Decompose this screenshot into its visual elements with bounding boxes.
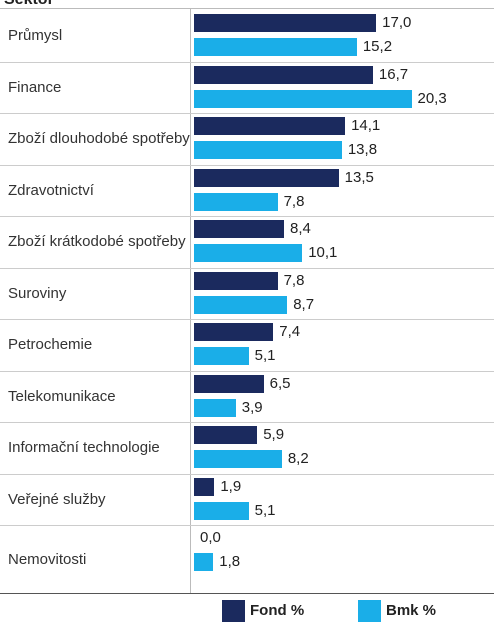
bar xyxy=(194,501,249,520)
value-label: 5,9 xyxy=(263,426,285,443)
bar xyxy=(194,374,264,393)
row-separator xyxy=(0,319,494,320)
row-separator xyxy=(0,473,494,475)
value-label: 1,8 xyxy=(219,553,241,570)
bar xyxy=(194,347,249,365)
value-label: 5,1 xyxy=(254,501,276,519)
value-label: 7,8 xyxy=(283,192,305,210)
value-label: 1,9 xyxy=(220,477,242,495)
category-label: Informační technologie xyxy=(8,439,160,457)
bar xyxy=(194,450,282,468)
bar xyxy=(194,398,236,417)
category-label: Suroviny xyxy=(8,284,67,302)
value-label: 14,1 xyxy=(351,117,381,134)
bar xyxy=(194,271,278,290)
value-label: 8,7 xyxy=(293,295,315,313)
row-separator xyxy=(0,267,494,269)
bar xyxy=(194,38,357,56)
legend-swatch xyxy=(222,600,245,622)
bar xyxy=(194,89,412,108)
bar xyxy=(194,477,215,496)
value-label: 15,2 xyxy=(362,38,393,55)
legend-label: Bmk % xyxy=(386,602,437,619)
category-label: Zdravotnictví xyxy=(8,181,94,199)
bar xyxy=(194,168,339,187)
category-label: Zboží dlouhodobé spotřeby xyxy=(8,130,190,148)
bar xyxy=(194,192,278,211)
row-separator xyxy=(0,422,494,423)
row-separator xyxy=(0,370,494,372)
bar xyxy=(194,117,346,135)
value-label: 6,5 xyxy=(269,374,291,392)
chart-title: Sektor xyxy=(4,0,54,9)
frame-line xyxy=(0,593,494,594)
row-separator xyxy=(0,216,494,217)
legend-swatch xyxy=(358,600,381,622)
value-label: 17,0 xyxy=(382,14,412,31)
category-label: Finance xyxy=(8,78,62,96)
bar xyxy=(194,244,303,262)
row-separator xyxy=(0,525,494,526)
category-label: Nemovitosti xyxy=(8,550,87,568)
bar xyxy=(194,426,258,444)
bar xyxy=(194,220,284,238)
value-label: 13,8 xyxy=(347,141,378,158)
value-label: 8,4 xyxy=(290,220,311,237)
value-label: 8,2 xyxy=(287,450,309,467)
bar xyxy=(194,141,342,159)
value-label: 10,1 xyxy=(308,244,338,261)
category-label: Petrochemie xyxy=(8,336,93,354)
bar xyxy=(194,295,288,314)
value-label: 7,8 xyxy=(283,271,305,289)
category-label: Zboží krátkodobé spotřeby xyxy=(8,233,186,251)
axis-line xyxy=(190,8,191,593)
value-label: 0,0 xyxy=(200,529,221,546)
bar xyxy=(194,553,214,571)
bar xyxy=(194,323,274,341)
row-separator xyxy=(0,61,494,63)
category-label: Veřejné služby xyxy=(8,490,106,508)
legend-label: Fond % xyxy=(250,602,305,619)
bar xyxy=(194,14,377,32)
value-label: 5,1 xyxy=(254,347,276,364)
frame-line xyxy=(0,8,494,9)
value-label: 3,9 xyxy=(241,398,263,416)
row-separator xyxy=(0,164,494,166)
bar xyxy=(194,65,373,84)
category-label: Průmysl xyxy=(8,27,63,45)
value-label: 16,7 xyxy=(378,65,409,83)
value-label: 20,3 xyxy=(417,89,447,107)
value-label: 13,5 xyxy=(344,168,374,186)
row-separator xyxy=(0,113,494,114)
category-label: Telekomunikace xyxy=(8,387,116,405)
value-label: 7,4 xyxy=(279,323,301,340)
